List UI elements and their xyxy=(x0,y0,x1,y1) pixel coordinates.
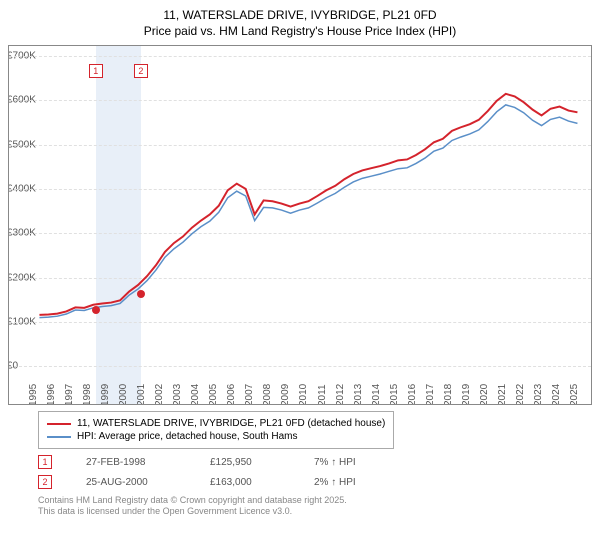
legend-row: 11, WATERSLADE DRIVE, IVYBRIDGE, PL21 0F… xyxy=(47,418,385,429)
sales-table: 1 27-FEB-1998 £125,950 7% ↑ HPI 2 25-AUG-2000… xyxy=(38,455,592,489)
sale-price: £125,950 xyxy=(210,457,280,468)
legend-row: HPI: Average price, detached house, Sout… xyxy=(47,431,385,442)
sale-price: £163,000 xyxy=(210,477,280,488)
chart-legend: 11, WATERSLADE DRIVE, IVYBRIDGE, PL21 0F… xyxy=(38,411,394,449)
sale-marker-box: 1 xyxy=(89,64,103,78)
footer-line-2: This data is licensed under the Open Gov… xyxy=(38,506,592,517)
sale-date: 25-AUG-2000 xyxy=(86,477,176,488)
sales-table-row: 2 25-AUG-2000 £163,000 2% ↑ HPI xyxy=(38,475,592,489)
sale-delta: 7% ↑ HPI xyxy=(314,457,394,468)
chart-title: 11, WATERSLADE DRIVE, IVYBRIDGE, PL21 0F… xyxy=(8,8,592,39)
attribution-footer: Contains HM Land Registry data © Crown c… xyxy=(38,495,592,517)
legend-swatch xyxy=(47,423,71,425)
title-line-1: 11, WATERSLADE DRIVE, IVYBRIDGE, PL21 0F… xyxy=(8,8,592,24)
legend-label: 11, WATERSLADE DRIVE, IVYBRIDGE, PL21 0F… xyxy=(77,418,385,429)
sale-marker-box: 2 xyxy=(134,64,148,78)
footer-line-1: Contains HM Land Registry data © Crown c… xyxy=(38,495,592,506)
sale-marker-dot xyxy=(92,306,100,314)
sale-date: 27-FEB-1998 xyxy=(86,457,176,468)
sale-delta: 2% ↑ HPI xyxy=(314,477,394,488)
sale-marker-dot xyxy=(137,290,145,298)
legend-swatch xyxy=(47,436,71,438)
sales-table-row: 1 27-FEB-1998 £125,950 7% ↑ HPI xyxy=(38,455,592,469)
sale-index-marker: 2 xyxy=(38,475,52,489)
series-line-property xyxy=(39,94,577,315)
chart-plot-area: £0£100K£200K£300K£400K£500K£600K£700K199… xyxy=(8,45,592,405)
series-line-hpi xyxy=(39,105,577,318)
sale-index-marker: 1 xyxy=(38,455,52,469)
legend-label: HPI: Average price, detached house, Sout… xyxy=(77,431,298,442)
title-line-2: Price paid vs. HM Land Registry's House … xyxy=(8,24,592,40)
chart-lines-svg xyxy=(9,46,591,404)
chart-container: 11, WATERSLADE DRIVE, IVYBRIDGE, PL21 0F… xyxy=(8,8,592,517)
